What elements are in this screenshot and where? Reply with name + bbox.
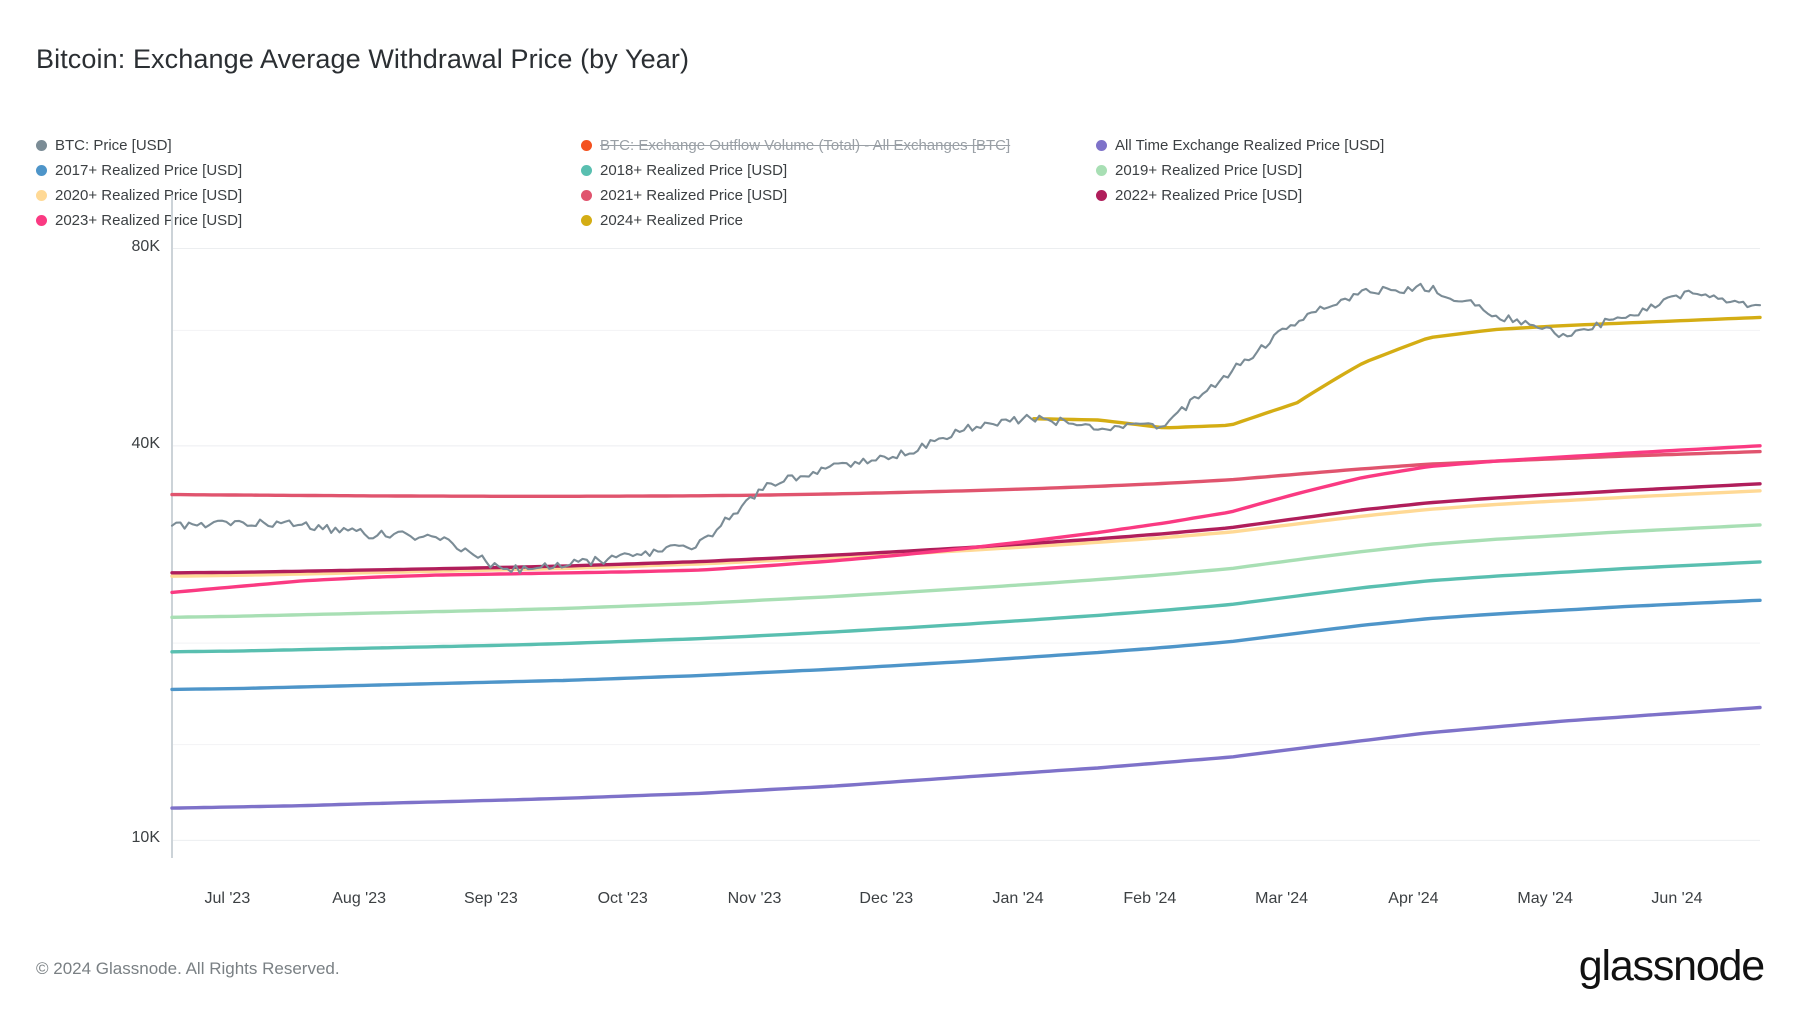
legend-swatch-icon (36, 215, 47, 226)
legend-item-label: 2024+ Realized Price (600, 212, 744, 229)
legend-item-6[interactable]: 2020+ Realized Price [USD] (36, 188, 581, 203)
legend-item-label: 2018+ Realized Price [USD] (600, 162, 788, 179)
x-axis-tick-label: May '24 (1517, 890, 1573, 907)
legend-item-8[interactable]: 2022+ Realized Price [USD] (1096, 188, 1486, 203)
x-axis-tick-label: Apr '24 (1388, 890, 1439, 907)
y-axis-tick-label: 40K (131, 434, 160, 452)
chart-legend[interactable]: BTC: Price [USD] BTC: Exchange Outflow Vo… (36, 133, 1486, 233)
series-line (170, 523, 1762, 619)
legend-item-label: BTC: Price [USD] (55, 137, 172, 154)
legend-swatch-icon (581, 140, 592, 151)
x-axis-tick-label: Mar '24 (1255, 890, 1309, 907)
legend-swatch-icon (1096, 140, 1107, 151)
legend-swatch-icon (1096, 190, 1107, 201)
series-line (170, 705, 1762, 810)
x-axis-tick-label: Jun '24 (1651, 890, 1703, 907)
legend-item-label: 2020+ Realized Price [USD] (55, 187, 243, 204)
legend-item-4[interactable]: 2018+ Realized Price [USD] (581, 163, 1096, 178)
x-axis-tick-label: Nov '23 (727, 890, 782, 907)
page-title: Bitcoin: Exchange Average Withdrawal Pri… (36, 44, 690, 74)
legend-item-label: All Time Exchange Realized Price [USD] (1115, 137, 1385, 154)
legend-item-label: 2022+ Realized Price [USD] (1115, 187, 1303, 204)
series-line (170, 598, 1762, 692)
legend-item-10[interactable]: 2024+ Realized Price (581, 213, 1096, 228)
legend-swatch-icon (36, 140, 47, 151)
x-axis-tick-label: Aug '23 (332, 890, 387, 907)
legend-swatch-icon (581, 215, 592, 226)
series-line (170, 482, 1762, 575)
glassnode-logo: glassnode (1578, 942, 1765, 990)
x-axis-tick-label: Oct '23 (597, 890, 648, 907)
legend-item-5[interactable]: 2019+ Realized Price [USD] (1096, 163, 1486, 178)
legend-item-label: 2017+ Realized Price [USD] (55, 162, 243, 179)
series-line (1032, 315, 1762, 430)
legend-swatch-icon (36, 165, 47, 176)
y-axis-tick-label: 80K (131, 237, 160, 255)
legend-swatch-icon (581, 165, 592, 176)
legend-item-label: 2019+ Realized Price [USD] (1115, 162, 1303, 179)
legend-item-7[interactable]: 2021+ Realized Price [USD] (581, 188, 1096, 203)
series-line (170, 444, 1762, 595)
legend-item-label: 2023+ Realized Price [USD] (55, 212, 243, 229)
legend-swatch-icon (1096, 165, 1107, 176)
series-line (170, 560, 1762, 654)
legend-item-1[interactable]: BTC: Exchange Outflow Volume (Total) - A… (581, 138, 1096, 153)
series-line (170, 449, 1762, 498)
legend-item-0[interactable]: BTC: Price [USD] (36, 138, 581, 153)
y-axis-tick-label: 10K (131, 829, 160, 847)
series-line (170, 282, 1762, 574)
series-line (170, 489, 1762, 578)
legend-item-9[interactable]: 2023+ Realized Price [USD] (36, 213, 581, 228)
legend-item-label: 2021+ Realized Price [USD] (600, 187, 788, 204)
x-axis-tick-label: Jul '23 (204, 890, 251, 907)
legend-item-2[interactable]: All Time Exchange Realized Price [USD] (1096, 138, 1486, 153)
x-axis-tick-label: Jan '24 (992, 890, 1044, 907)
x-axis-tick-label: Dec '23 (859, 890, 914, 907)
x-axis-tick-label: Sep '23 (464, 890, 518, 907)
legend-swatch-icon (581, 190, 592, 201)
legend-swatch-icon (36, 190, 47, 201)
legend-item-3[interactable]: 2017+ Realized Price [USD] (36, 163, 581, 178)
x-axis-tick-label: Feb '24 (1123, 890, 1177, 907)
legend-item-label: BTC: Exchange Outflow Volume (Total) - A… (600, 137, 1011, 154)
copyright-text: © 2024 Glassnode. All Rights Reserved. (36, 959, 340, 978)
